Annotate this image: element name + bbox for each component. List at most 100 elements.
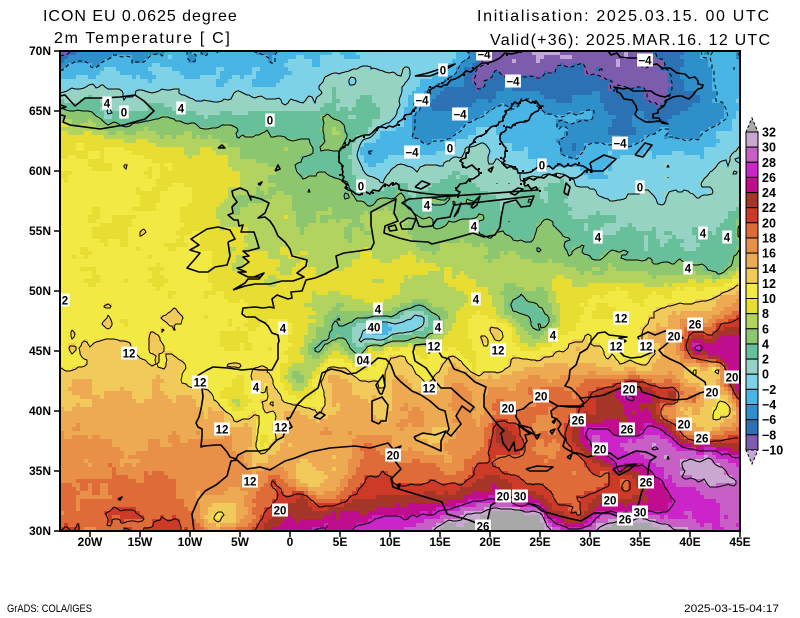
svg-text:20E: 20E (479, 535, 500, 549)
svg-text:16: 16 (762, 247, 776, 261)
svg-text:20: 20 (387, 451, 400, 463)
svg-text:−4: −4 (453, 110, 467, 122)
svg-text:−2: −2 (762, 383, 776, 397)
svg-text:0: 0 (637, 183, 643, 195)
svg-text:4: 4 (685, 264, 692, 276)
svg-text:30: 30 (514, 492, 527, 504)
svg-text:−4: −4 (613, 139, 627, 151)
svg-text:4: 4 (280, 324, 287, 336)
svg-text:5W: 5W (231, 535, 250, 549)
svg-text:Valid(+36): 2025.MAR.16. 12 UT: Valid(+36): 2025.MAR.16. 12 UTC (490, 32, 771, 49)
svg-text:−4: −4 (405, 148, 419, 160)
svg-text:−4: −4 (506, 77, 520, 89)
svg-text:ICON EU 0.0625 degree: ICON EU 0.0625 degree (43, 8, 238, 25)
svg-text:0: 0 (539, 161, 545, 173)
svg-text:12: 12 (423, 384, 436, 396)
svg-text:20: 20 (497, 492, 510, 504)
svg-text:45N: 45N (29, 344, 51, 358)
svg-text:20: 20 (726, 373, 739, 385)
svg-text:26: 26 (619, 515, 632, 527)
svg-text:4: 4 (762, 338, 769, 352)
svg-text:0: 0 (447, 144, 453, 156)
svg-text:10: 10 (762, 292, 776, 306)
svg-text:18: 18 (762, 232, 776, 246)
svg-text:−6: −6 (762, 413, 776, 427)
svg-text:10W: 10W (178, 535, 203, 549)
svg-text:12: 12 (610, 342, 623, 354)
svg-text:40E: 40E (679, 535, 700, 549)
svg-text:26: 26 (477, 522, 490, 534)
svg-text:8: 8 (762, 307, 769, 321)
svg-text:12: 12 (640, 342, 653, 354)
svg-text:−4: −4 (415, 96, 429, 108)
svg-text:24: 24 (762, 186, 776, 200)
svg-text:32: 32 (762, 126, 776, 140)
svg-text:15W: 15W (128, 535, 153, 549)
svg-text:4: 4 (595, 233, 602, 245)
svg-text:6: 6 (762, 322, 769, 336)
svg-text:20: 20 (502, 404, 515, 416)
svg-text:26: 26 (696, 434, 709, 446)
svg-text:50N: 50N (29, 284, 51, 298)
svg-text:28: 28 (762, 156, 776, 170)
svg-text:4: 4 (700, 229, 707, 241)
svg-text:20: 20 (706, 388, 719, 400)
svg-text:−10: −10 (762, 443, 783, 457)
svg-text:40N: 40N (29, 404, 51, 418)
svg-text:0: 0 (440, 66, 446, 78)
svg-text:5E: 5E (333, 535, 348, 549)
svg-text:2m Temperature [ C]: 2m Temperature [ C] (54, 30, 231, 47)
svg-text:30: 30 (762, 141, 776, 155)
svg-text:−4: −4 (638, 56, 652, 68)
svg-text:60N: 60N (29, 164, 51, 178)
svg-text:−4: −4 (762, 398, 776, 412)
svg-text:10E: 10E (379, 535, 400, 549)
svg-text:45E: 45E (729, 535, 750, 549)
svg-text:22: 22 (762, 201, 776, 215)
svg-text:0: 0 (121, 108, 127, 120)
svg-text:20: 20 (604, 496, 617, 508)
svg-text:25E: 25E (529, 535, 550, 549)
svg-text:0: 0 (762, 368, 769, 382)
svg-text:40: 40 (368, 323, 381, 335)
svg-text:GrADS: COLA/IGES: GrADS: COLA/IGES (7, 603, 92, 615)
svg-text:12: 12 (123, 349, 136, 361)
svg-text:−8: −8 (762, 428, 776, 442)
svg-text:20: 20 (594, 445, 607, 457)
svg-text:4: 4 (550, 331, 557, 343)
svg-text:15E: 15E (429, 535, 450, 549)
svg-text:4: 4 (435, 323, 442, 335)
svg-text:4: 4 (178, 104, 185, 116)
svg-text:55N: 55N (29, 224, 51, 238)
svg-text:12: 12 (615, 314, 628, 326)
svg-text:4: 4 (424, 201, 431, 213)
svg-text:4: 4 (104, 99, 111, 111)
svg-text:2: 2 (762, 353, 769, 367)
svg-text:20: 20 (274, 506, 287, 518)
svg-text:26: 26 (572, 416, 585, 428)
svg-text:12: 12 (275, 423, 288, 435)
svg-text:30: 30 (634, 508, 647, 520)
svg-text:4: 4 (375, 305, 382, 317)
svg-text:4: 4 (253, 383, 260, 395)
svg-text:20: 20 (535, 392, 548, 404)
svg-text:30N: 30N (29, 524, 51, 538)
svg-text:65N: 65N (29, 104, 51, 118)
svg-text:2025-03-15-04:17: 2025-03-15-04:17 (684, 603, 779, 615)
svg-text:12: 12 (762, 277, 776, 291)
svg-text:20W: 20W (78, 535, 103, 549)
svg-text:12: 12 (428, 342, 441, 354)
svg-text:Initialisation: 2025.03.15. 00: Initialisation: 2025.03.15. 00 UTC (477, 8, 770, 25)
svg-text:04: 04 (357, 356, 370, 368)
svg-text:0: 0 (287, 535, 294, 549)
svg-text:4: 4 (473, 295, 480, 307)
svg-text:20: 20 (762, 216, 776, 230)
svg-text:26: 26 (762, 171, 776, 185)
svg-text:12: 12 (194, 378, 207, 390)
svg-text:26: 26 (621, 425, 634, 437)
svg-text:12: 12 (216, 425, 229, 437)
svg-text:2: 2 (62, 296, 68, 308)
svg-text:0: 0 (358, 182, 364, 194)
svg-text:35N: 35N (29, 464, 51, 478)
svg-text:−4: −4 (477, 50, 491, 62)
